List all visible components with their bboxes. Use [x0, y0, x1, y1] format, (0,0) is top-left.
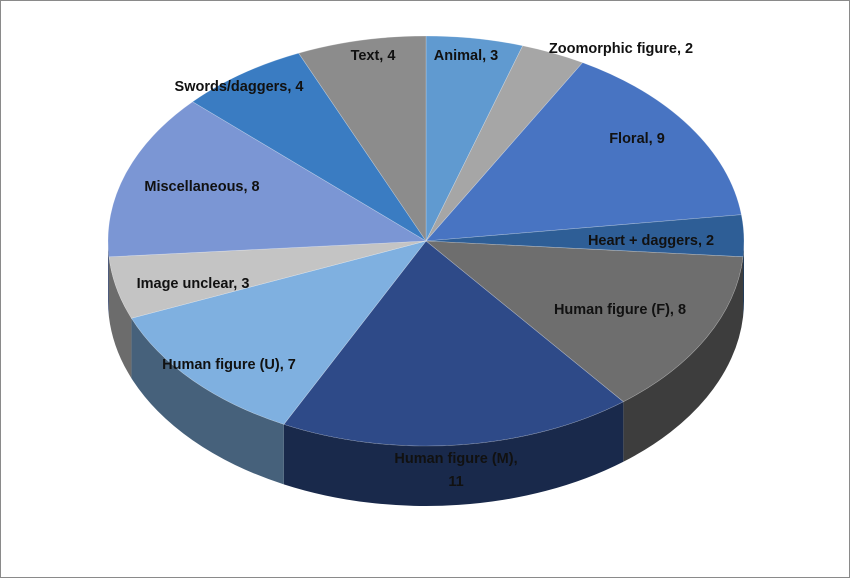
data-label-text: Text, 4 [351, 48, 396, 64]
pie-slice-human-figure-u [130, 240, 427, 425]
pie-slice-floral [425, 62, 742, 242]
side-wall-miscellaneous [108, 241, 109, 317]
pie-slice-image-unclear [108, 240, 427, 319]
pie-slice-swords-daggers [192, 52, 427, 242]
pie-slice-human-figure-f [425, 240, 744, 403]
data-label-miscellaneous: Miscellaneous, 8 [144, 179, 259, 195]
side-wall-human-figure-f [623, 256, 744, 462]
data-label-human-figure-m-line1: Human figure (M), [394, 451, 517, 467]
data-label-human-figure-u: Human figure (U), 7 [162, 357, 296, 373]
side-wall-heart-daggers [743, 241, 744, 317]
pie-slice-animal [425, 35, 524, 242]
data-label-swords-daggers: Swords/daggers, 4 [175, 79, 304, 95]
data-label-human-figure-m-line2: 11 [448, 474, 463, 490]
pie-slice-human-figure-m [283, 240, 624, 447]
pie-top-faces [107, 35, 745, 447]
pie-slice-miscellaneous [107, 101, 428, 258]
side-wall-human-figure-u [131, 318, 284, 485]
data-label-human-figure-f: Human figure (F), 8 [554, 302, 686, 318]
data-label-animal: Animal, 3 [434, 48, 498, 64]
side-wall-image-unclear [108, 256, 132, 379]
data-label-floral: Floral, 9 [609, 131, 665, 147]
data-label-heart-daggers: Heart + daggers, 2 [588, 233, 714, 249]
pie-slice-zoomorphic-figure [425, 45, 584, 242]
pie-data-labels: Animal, 3 Zoomorphic figure, 2 Floral, 9… [137, 41, 714, 490]
data-label-image-unclear: Image unclear, 3 [137, 276, 250, 292]
pie-side-walls [108, 241, 744, 506]
pie-slice-heart-daggers [425, 214, 745, 258]
side-wall-human-figure-m [283, 401, 624, 506]
data-label-zoomorphic-figure: Zoomorphic figure, 2 [549, 41, 693, 57]
pie-slice-text [298, 35, 427, 242]
